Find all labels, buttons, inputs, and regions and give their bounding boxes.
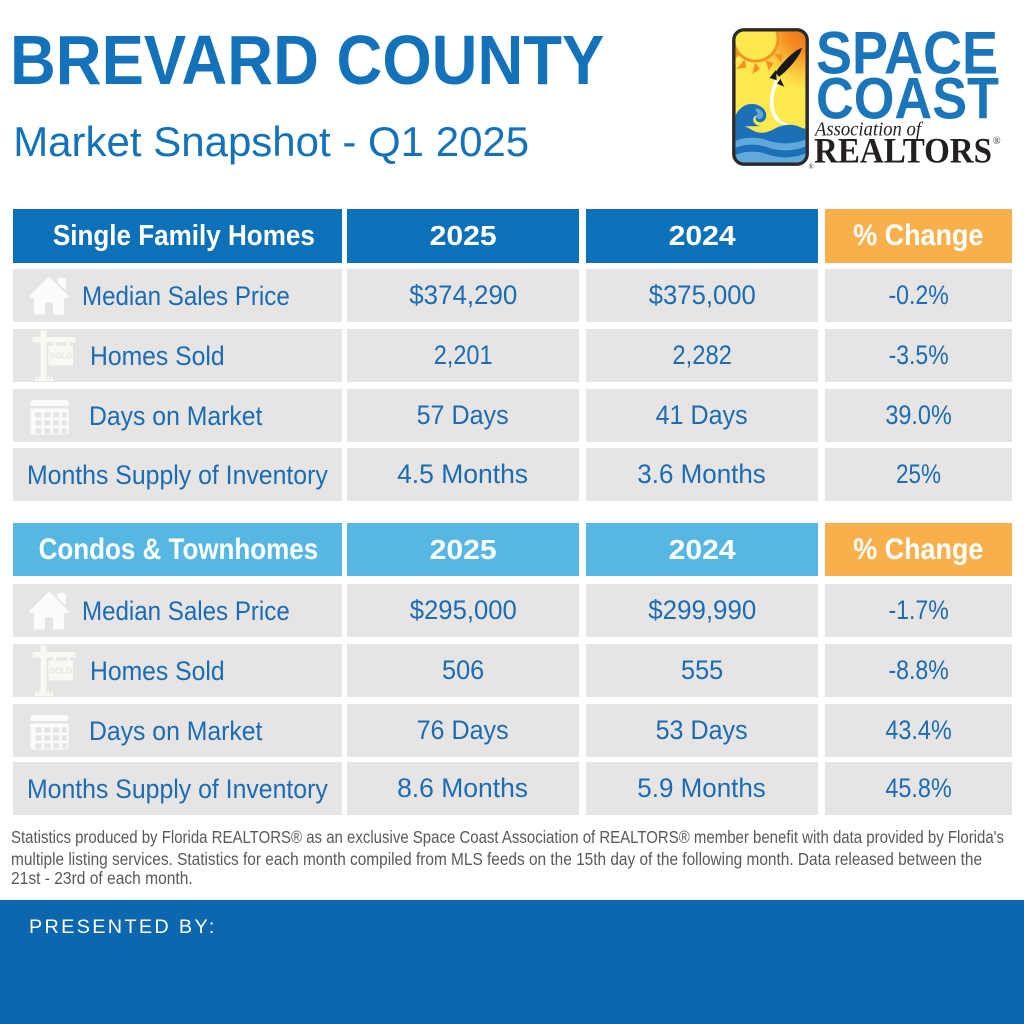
svg-text:SPACE: SPACE (816, 20, 998, 87)
svg-text:®: ® (809, 163, 815, 170)
svg-text:SOLD: SOLD (50, 666, 72, 675)
svg-text:Association of: Association of (813, 119, 923, 141)
svg-text:SOLD: SOLD (50, 351, 72, 360)
svg-text:®: ® (993, 136, 1001, 147)
svg-text:COAST: COAST (816, 67, 999, 132)
svg-text:REALTORS: REALTORS (814, 131, 992, 171)
